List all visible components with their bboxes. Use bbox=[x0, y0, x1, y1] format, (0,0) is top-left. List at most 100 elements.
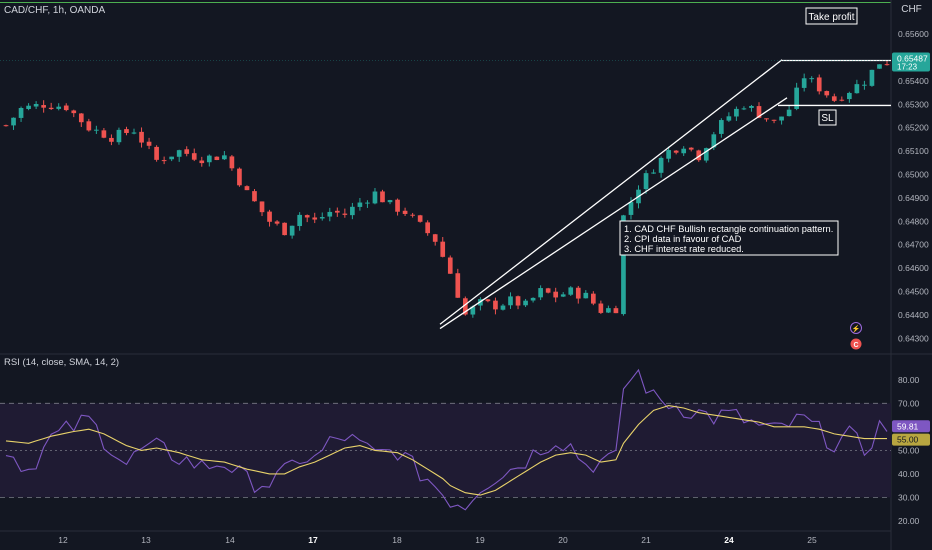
candle-body bbox=[809, 78, 815, 80]
candle-body bbox=[146, 141, 152, 146]
time-tick-label: 14 bbox=[225, 535, 235, 545]
candle-body bbox=[214, 156, 220, 161]
price-axis[interactable]: 0.65600 0.65400 0.65300 0.65200 0.65100 0.650… bbox=[892, 29, 930, 343]
candle-body bbox=[199, 160, 205, 164]
notes-box[interactable] bbox=[619, 220, 839, 256]
candle-body bbox=[48, 107, 54, 110]
candle-body bbox=[380, 191, 385, 203]
candle-body bbox=[877, 64, 882, 69]
candle-body bbox=[613, 308, 619, 314]
candle-body bbox=[493, 300, 498, 310]
price-tick-label: 0.64800 bbox=[898, 216, 929, 226]
price-tick-label: 0.65100 bbox=[898, 146, 929, 156]
candle-body bbox=[515, 296, 521, 306]
candle-body bbox=[447, 257, 453, 274]
candle-body bbox=[86, 121, 92, 131]
candle-body bbox=[711, 134, 717, 148]
candle-body bbox=[764, 118, 769, 120]
time-axis[interactable]: 12 13 14 17 18 19 20 21 24 25 bbox=[58, 535, 817, 545]
candle-body bbox=[94, 129, 99, 131]
candle-body bbox=[41, 105, 46, 108]
rsi-value-label: 59.81 bbox=[897, 421, 919, 431]
triangle-lower-line[interactable] bbox=[439, 97, 788, 330]
candle-body bbox=[154, 146, 159, 160]
candle-body bbox=[289, 225, 295, 236]
candle-body bbox=[327, 211, 333, 217]
price-tick-label: 0.65000 bbox=[898, 169, 929, 179]
rsi-line bbox=[5, 368, 888, 511]
take-profit-box[interactable] bbox=[805, 7, 858, 25]
rsi-tick-label: 70.00 bbox=[898, 398, 920, 408]
symbol-title[interactable]: CAD/CHF, 1h, OANDA bbox=[4, 5, 106, 16]
candle-body bbox=[839, 99, 845, 101]
candle-body bbox=[350, 206, 355, 216]
last-price-label: 0.65487 bbox=[897, 53, 928, 63]
candle-body bbox=[71, 110, 77, 114]
price-tick-label: 0.64400 bbox=[898, 310, 929, 320]
candle-body bbox=[229, 156, 235, 169]
candle-body bbox=[779, 116, 784, 121]
annotation-layer[interactable]: Take profit SL 1. CAD CHF Bullish rectangl… bbox=[619, 7, 862, 350]
candle-body bbox=[688, 147, 694, 150]
candle-body bbox=[206, 155, 212, 163]
price-tick-label: 0.65200 bbox=[898, 123, 929, 133]
candle-body bbox=[3, 125, 9, 127]
candle-body bbox=[244, 186, 250, 191]
candle-body bbox=[598, 303, 604, 313]
rsi-tick-label: 50.00 bbox=[898, 445, 920, 455]
rsi-tick-label: 80.00 bbox=[898, 375, 920, 385]
time-tick-label: 25 bbox=[807, 535, 817, 545]
candle-body bbox=[410, 214, 415, 216]
candle-body bbox=[801, 78, 807, 88]
price-tick-label: 0.64700 bbox=[898, 240, 929, 250]
candle-body bbox=[606, 308, 611, 313]
candle-body bbox=[237, 168, 242, 186]
candle-body bbox=[116, 129, 122, 143]
rsi-title[interactable]: RSI (14, close, SMA, 14, 2) bbox=[4, 357, 120, 368]
candle-body bbox=[862, 84, 867, 86]
candle-body bbox=[432, 234, 438, 242]
time-tick-label: 18 bbox=[392, 535, 402, 545]
candle-body bbox=[719, 120, 724, 134]
currency-label[interactable]: CHF bbox=[901, 3, 922, 15]
sl-box[interactable] bbox=[818, 109, 837, 126]
candle-body bbox=[847, 92, 852, 100]
candle-body bbox=[696, 150, 702, 161]
time-tick-label: 13 bbox=[141, 535, 151, 545]
rsi-band bbox=[0, 402, 891, 498]
lightning-icon[interactable] bbox=[850, 322, 862, 334]
note-line: 2. CPI data in favour of CAD bbox=[624, 234, 742, 244]
candle-body bbox=[252, 191, 257, 202]
candle-body bbox=[703, 148, 709, 161]
candle-body bbox=[222, 155, 227, 160]
candle-body bbox=[312, 217, 318, 220]
rsi-sma-line bbox=[5, 405, 887, 496]
rsi-value-tag[interactable] bbox=[892, 420, 930, 433]
rsi-axis[interactable]: 80.0070.0060.0050.0040.0030.0020.0059.81… bbox=[892, 375, 930, 526]
candle-body bbox=[101, 130, 107, 138]
candlestick-series bbox=[3, 60, 890, 318]
candle-body bbox=[869, 69, 875, 86]
time-tick-label: 12 bbox=[58, 535, 68, 545]
candle-body bbox=[575, 287, 581, 299]
candle-body bbox=[553, 291, 559, 298]
event-flag-icon[interactable] bbox=[850, 338, 862, 350]
candle-body bbox=[734, 108, 739, 117]
last-price-tag[interactable] bbox=[892, 52, 930, 72]
trendline-drawings[interactable] bbox=[0, 59, 891, 330]
candle-body bbox=[726, 116, 732, 121]
candle-body bbox=[794, 87, 799, 109]
candle-body bbox=[282, 222, 287, 236]
candle-body bbox=[334, 210, 340, 213]
price-tick-label: 0.65400 bbox=[898, 76, 929, 86]
candle-body bbox=[508, 296, 513, 306]
candle-body bbox=[749, 105, 754, 108]
rsi-sma-tag[interactable] bbox=[892, 433, 930, 446]
countdown-label: 17:23 bbox=[897, 62, 918, 71]
triangle-upper-line[interactable] bbox=[439, 59, 783, 325]
candle-body bbox=[56, 106, 62, 109]
candle-body bbox=[319, 217, 325, 219]
candle-body bbox=[78, 113, 84, 123]
candle-body bbox=[666, 150, 671, 159]
